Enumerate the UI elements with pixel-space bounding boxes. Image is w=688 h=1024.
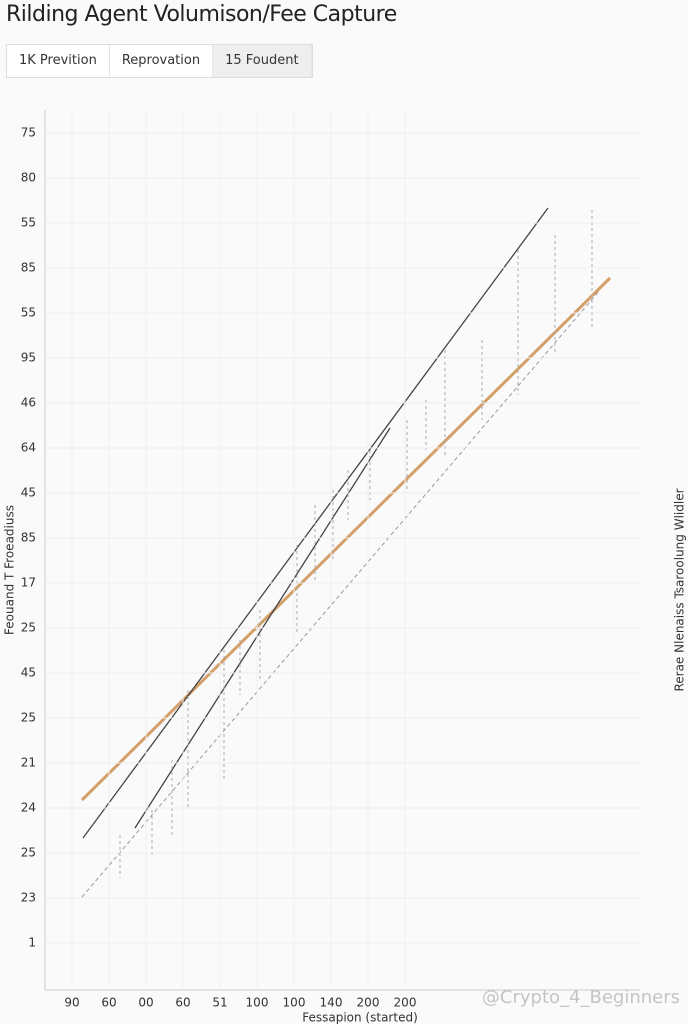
axis-title: Feouand T Froeadiuss xyxy=(3,505,17,635)
watermark: @Crypto_4_Beginners xyxy=(482,987,680,1008)
y-tick-label: 85 xyxy=(21,261,36,275)
tab[interactable]: 15 Foudent xyxy=(213,45,312,77)
trend-line xyxy=(81,289,601,898)
range-bars xyxy=(119,210,593,878)
y-tick-label: 25 xyxy=(21,711,36,725)
x-tick-label: 100 xyxy=(283,996,306,1010)
y-tick-label: 85 xyxy=(21,531,36,545)
x-tick-label: 00 xyxy=(138,996,153,1010)
x-tick-label: 90 xyxy=(64,996,79,1010)
x-tick-label: 200 xyxy=(357,996,380,1010)
x-tick-label: 60 xyxy=(101,996,116,1010)
y-tick-label: 25 xyxy=(21,846,36,860)
x-tick-label: 51 xyxy=(212,996,227,1010)
y-tick-label: 45 xyxy=(21,486,36,500)
tab-bar: 1K Prevition Reprovation 15 Foudent xyxy=(6,44,313,78)
y-tick-label: 45 xyxy=(21,666,36,680)
y-tick-label: 46 xyxy=(21,396,36,410)
y-tick-label: 80 xyxy=(21,171,36,185)
x-tick-label: 140 xyxy=(320,996,343,1010)
y-tick-label: 25 xyxy=(21,621,36,635)
y-tick-label: 75 xyxy=(21,126,36,140)
tab[interactable]: Reprovation xyxy=(110,45,214,77)
y-tick-label: 1 xyxy=(28,936,36,950)
x-tick-label: 60 xyxy=(175,996,190,1010)
y-tick-label: 17 xyxy=(21,576,36,590)
y-tick-label: 95 xyxy=(21,351,36,365)
x-tick-label: 100 xyxy=(246,996,269,1010)
y-tick-label: 55 xyxy=(21,216,36,230)
plot-lines xyxy=(44,110,640,991)
y-tick-label: 64 xyxy=(21,441,36,455)
trend-line xyxy=(80,276,612,802)
x-tick-label: 200 xyxy=(394,996,417,1010)
tab[interactable]: 1K Prevition xyxy=(7,45,110,77)
title: Rilding Agent Volumison/Fee Capture xyxy=(6,2,397,27)
y-tick-label: 21 xyxy=(21,756,36,770)
y-tick-label: 23 xyxy=(21,891,36,905)
axis-title: Fessapion (started) xyxy=(302,1011,418,1024)
y-tick-label: 24 xyxy=(21,801,36,815)
axis-title: Rerae Nlenaiss Tsaroolung Wlidler xyxy=(673,488,687,691)
y-tick-label: 55 xyxy=(21,306,36,320)
